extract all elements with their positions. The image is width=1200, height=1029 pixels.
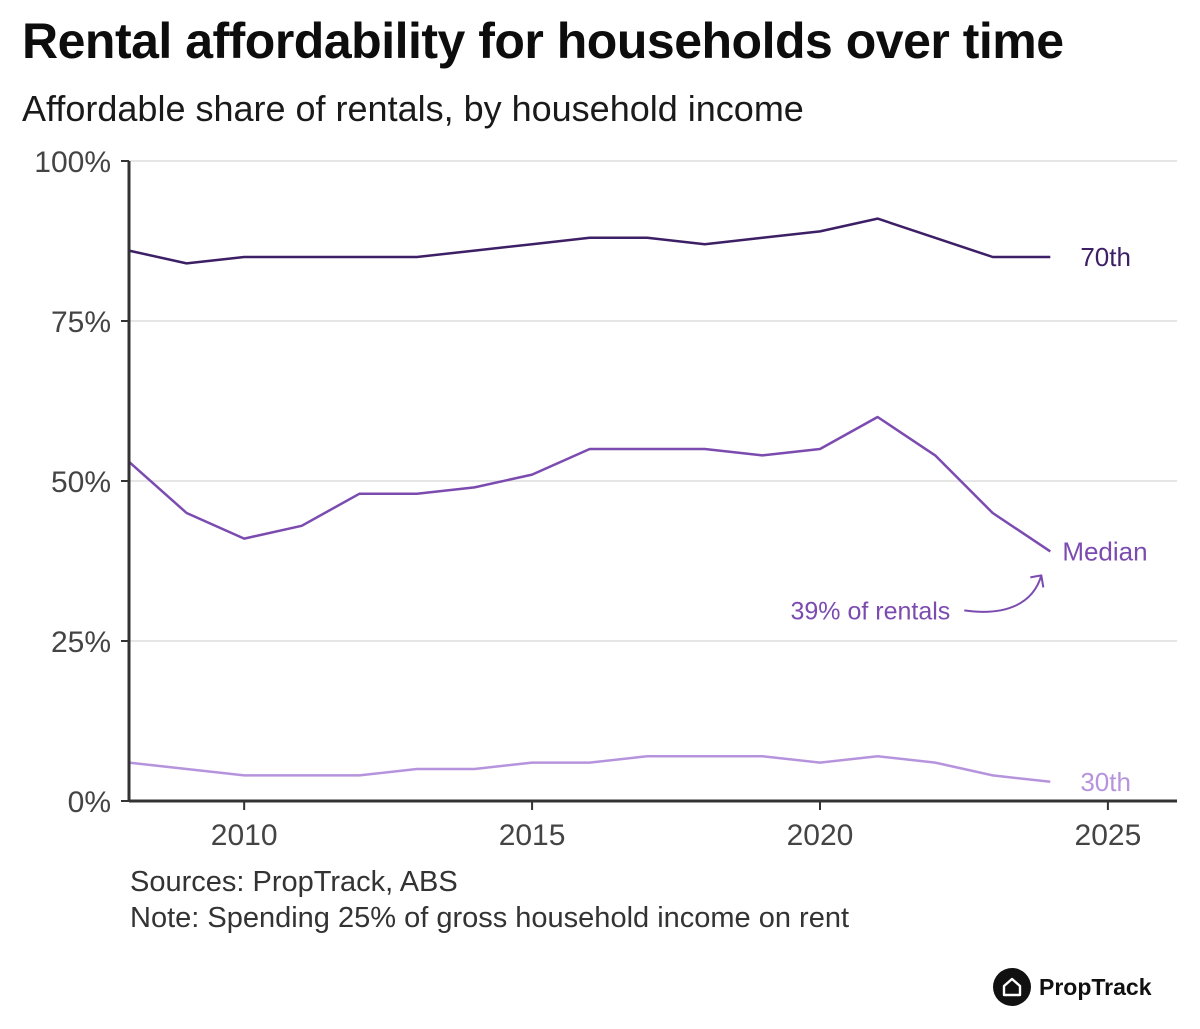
brand-name: PropTrack <box>1039 973 1152 1000</box>
y-tick-label: 25% <box>51 626 111 659</box>
series-label-30th: 30th <box>1080 767 1131 797</box>
x-tick-label: 2015 <box>499 819 566 852</box>
annotation-arrowhead <box>1030 574 1045 588</box>
series-line-median <box>128 415 1051 553</box>
annotation-arrow <box>964 575 1043 613</box>
y-tick-label: 50% <box>51 466 111 499</box>
line-chart: 0% 25% 50% 75% 100% 2010 2015 2020 2025 70th Media… <box>34 146 1177 852</box>
series-label-70th: 70th <box>1080 242 1131 272</box>
x-tick-label: 2020 <box>787 819 854 852</box>
series-line-70th <box>128 217 1051 265</box>
labels: 0% 25% 50% 75% 100% 2010 2015 2020 2025 70th Media… <box>34 146 1147 852</box>
chart-title: Rental affordability for households over… <box>22 13 1064 69</box>
series-lines <box>128 217 1051 784</box>
axes <box>121 160 1177 810</box>
note-text: Note: Spending 25% of gross household in… <box>130 902 850 934</box>
proptrack-logo: PropTrack <box>993 968 1152 1006</box>
y-tick-label: 75% <box>51 306 111 339</box>
x-tick-label: 2010 <box>211 819 278 852</box>
annotation-text: 39% of rentals <box>790 597 950 625</box>
series-line-30th <box>128 754 1051 784</box>
house-icon <box>993 968 1031 1006</box>
chart-subtitle: Affordable share of rentals, by househol… <box>22 88 804 129</box>
sources-text: Sources: PropTrack, ABS <box>130 866 458 898</box>
grid-lines <box>129 160 1177 642</box>
y-tick-label: 100% <box>34 146 111 179</box>
series-label-median: Median <box>1062 536 1147 566</box>
y-tick-label: 0% <box>68 786 111 819</box>
x-tick-label: 2025 <box>1075 819 1142 852</box>
